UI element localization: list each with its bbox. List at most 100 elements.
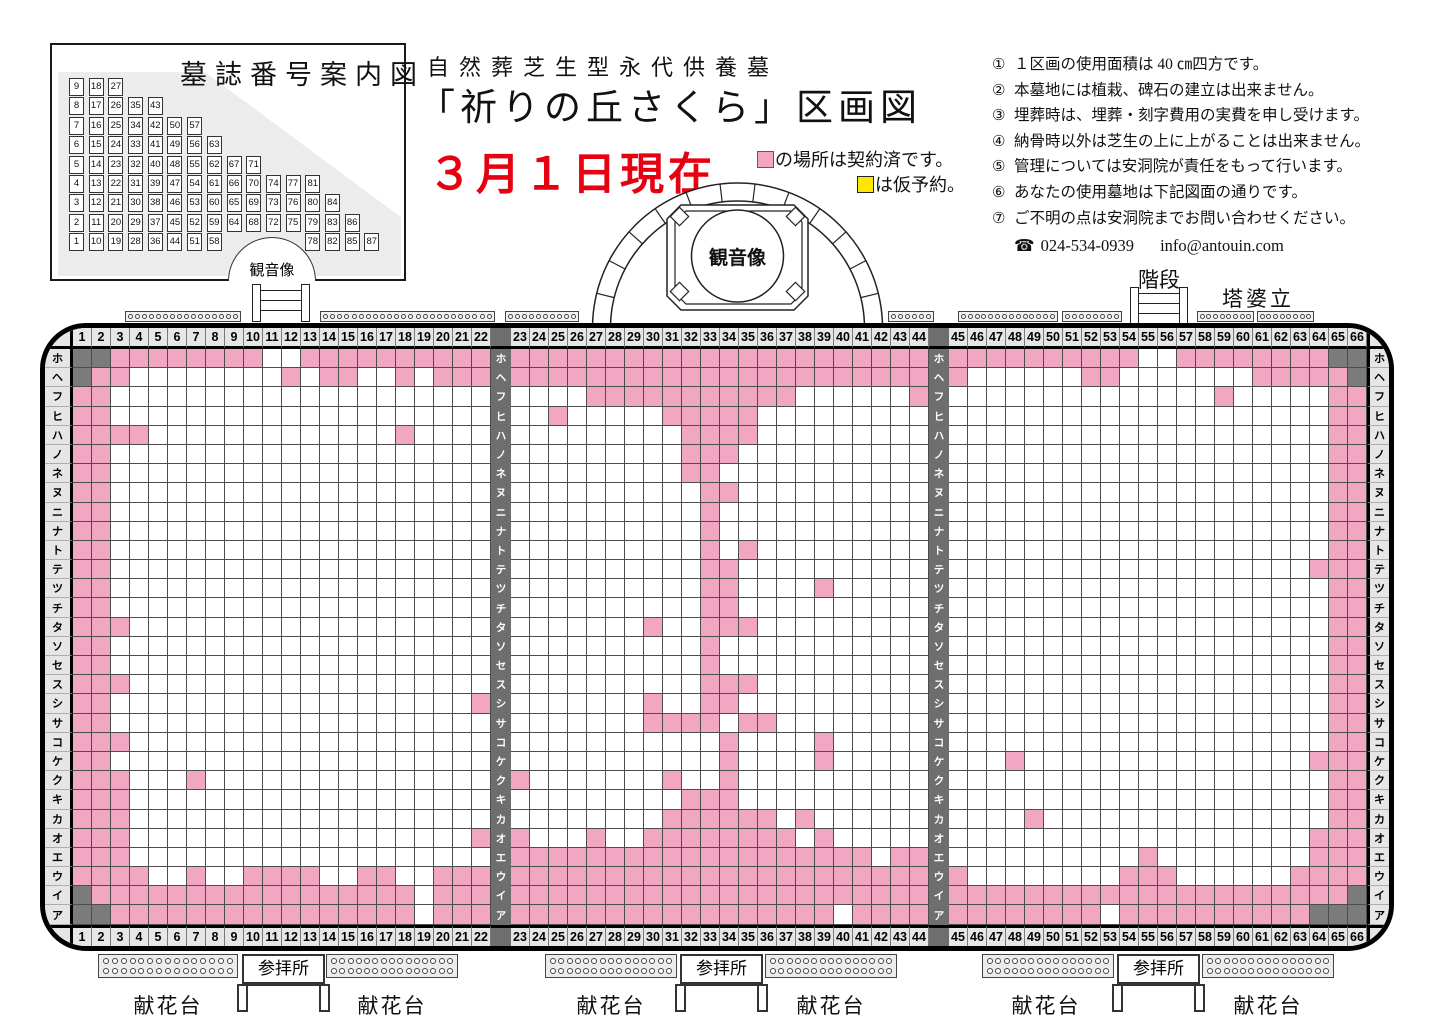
plot-cell [187,751,206,772]
plot-cell [777,886,796,906]
flower-stand-circle [877,958,884,965]
flower-stand-circle [558,958,565,965]
plot-cell [1044,598,1063,618]
plot-cell [1177,502,1196,522]
plot-cell [1101,656,1120,676]
plot-cell [587,425,606,445]
flower-stand-row [331,967,453,974]
plot-cell [796,560,815,580]
plot-cell [149,713,168,733]
plot-cell [739,847,758,868]
plot-cell [130,502,149,522]
plot-cell [1215,751,1234,772]
plot-cell [1329,349,1348,369]
plot-cell [453,540,472,561]
plot-cell [777,636,796,656]
plot-cell [434,656,453,676]
plot-cell [796,349,815,369]
plot-cell [1006,444,1025,465]
stand-circle [1259,314,1265,319]
plot-cell [244,425,263,445]
flower-stand-circle [129,967,136,974]
row-label: テ [45,560,73,580]
plot-cell [358,617,377,637]
plot-cell [453,790,472,810]
row-label-separator: ホ [491,349,511,369]
plot-cell [1215,617,1234,637]
plot-cell [644,617,663,637]
plot-cell [1234,886,1253,906]
plot-cell [796,847,815,868]
row-label: エ [1367,847,1389,868]
plot-cell [682,560,701,580]
plot-cell [1063,847,1082,868]
plot-cell [644,444,663,465]
plot-cell [339,387,358,407]
plot-cell [872,751,891,772]
plot-cell [320,483,339,503]
inset-empty-cell [146,78,166,97]
plot-cell [396,732,415,752]
plot-cell [1272,847,1291,868]
plot-cell [472,368,491,388]
plot-cell [187,617,206,637]
plot-cell [587,579,606,599]
plot-cell [472,847,491,868]
stand-circle [1093,314,1098,319]
flower-stand-circle [1314,958,1321,965]
plot-cell [606,617,625,637]
plot-cell [244,483,263,503]
inset-number-cell: 47 [167,174,183,193]
inset-number-cell: 82 [324,233,340,252]
plot-cell [663,617,682,637]
flower-stand-circle [836,958,843,965]
plot-cell [1253,656,1272,676]
flower-stand-circle [1207,958,1213,965]
plot-cell [1025,521,1044,541]
plot-cell [301,464,320,484]
plot-cell [339,790,358,810]
plot-cell [644,502,663,522]
plot-cell [968,905,987,925]
plot-cell [587,713,606,733]
plot-cell [1006,790,1025,810]
plot-cell [1348,828,1367,848]
plot-cell [339,617,358,637]
plot-cell [1329,713,1348,733]
flower-stand-circle [405,967,412,974]
plot-cell [720,598,739,618]
plot-cell [377,656,396,676]
plot-cell [1101,502,1120,522]
plot-cell [168,847,187,868]
plot-cell [320,540,339,561]
plot-cell [777,790,796,810]
plot-cell [1291,636,1310,656]
plot-cell [1044,886,1063,906]
plot-cell [511,502,530,522]
note-item: ① １区画の使用面積は 40 ㎝四方です。 [992,57,1422,74]
inset-empty-cell [303,117,323,136]
plot-cell [377,406,396,426]
plot-cell [1082,675,1101,695]
plot-cell [472,464,491,484]
plot-cell [377,502,396,522]
plot-cell [472,905,491,925]
plot-cell [777,617,796,637]
row-label-separator: ホ [929,349,949,369]
plot-cell [1310,617,1329,637]
flower-stand-circle [1264,958,1271,965]
flower-stand-circle [550,967,556,974]
inset-empty-cell [264,97,284,116]
plot-cell [1291,790,1310,810]
plot-cell [396,809,415,829]
plot-cell [1139,444,1158,465]
plot-cell [320,713,339,733]
plot-cell [968,636,987,656]
plot-cell [263,560,282,580]
plot-cell [244,464,263,484]
plot-cell [320,406,339,426]
flower-stand-circle [591,967,598,974]
stand-circle [974,314,980,319]
plot-cell [1310,502,1329,522]
column-header: 44 [910,328,929,349]
